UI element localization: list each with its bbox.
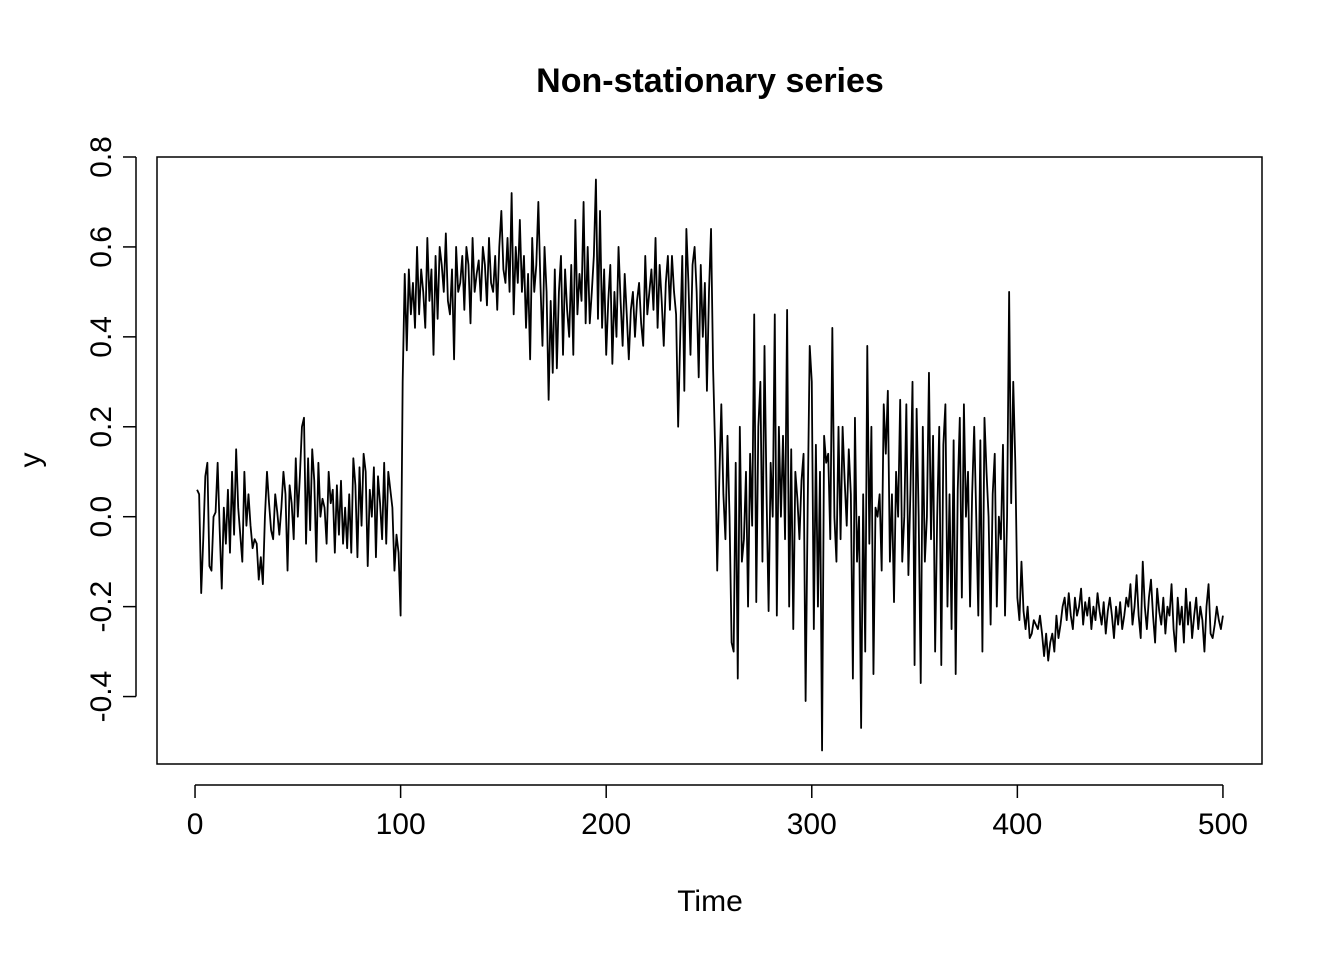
y-tick-label: -0.4 [85,671,118,723]
y-tick-label: 0.0 [85,496,118,538]
series-line [196,178,1224,752]
y-tick-label: 0.2 [85,406,118,448]
x-tick-label: 400 [992,808,1042,841]
chart-title: Non-stationary series [536,62,884,100]
x-tick-label: 0 [187,808,204,841]
y-tick-label: 0.4 [85,316,118,358]
x-axis-label: Time [677,885,743,918]
x-tick-label: 300 [787,808,837,841]
y-tick-label: -0.2 [85,581,118,633]
y-tick-label: 0.8 [85,136,118,178]
x-tick-label: 500 [1198,808,1248,841]
plot-frame [156,156,1263,765]
y-tick-label: 0.6 [85,226,118,268]
x-axis: 0 100 200 300 400 500 [187,784,1248,841]
y-axis: -0.4 -0.2 0.0 0.2 0.4 0.6 0.8 [85,136,137,723]
y-axis-label: y [14,453,47,468]
x-tick-label: 200 [581,808,631,841]
x-tick-label: 100 [376,808,426,841]
